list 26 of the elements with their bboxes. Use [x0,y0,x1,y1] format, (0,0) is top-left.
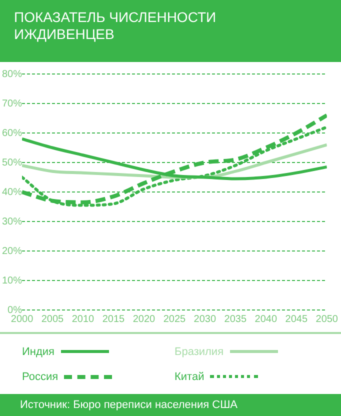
y-tick-label: 30% [2,216,22,228]
x-tick-label: 2040 [254,314,278,325]
y-tick-label: 70% [2,98,22,110]
legend-label: Китай [174,370,204,382]
x-tick-label: 2015 [102,314,126,325]
y-tick-label: 40% [2,186,22,198]
x-tick-label: 2045 [285,314,308,325]
x-tick-label: 2010 [72,314,95,325]
y-tick-label: 10% [2,275,22,286]
y-tick-label: 60% [2,128,22,139]
x-tick-label: 2020 [132,314,156,325]
y-tick-label: 20% [2,246,22,257]
x-tick-label: 2050 [316,314,338,325]
x-tick-label: 2025 [163,314,186,325]
x-tick-label: 2030 [194,314,216,325]
x-tick-label: 2005 [41,314,64,325]
legend-label: Россия [22,370,58,382]
legend-label: Бразилия [174,346,224,358]
y-tick-label: 0% [8,304,22,316]
y-tick-label: 80% [2,68,22,80]
text: Источник: Бюро переписи населения США [0,394,341,416]
x-tick-label: 2035 [224,314,247,325]
legend-label: Индия [22,346,55,358]
y-tick-label: 50% [2,157,22,168]
x-tick-label: 2000 [10,314,34,325]
chart-title: ПОКАЗАТЕЛЬ ЧИСЛЕННОСТИ ИЖДИВЕНЦЕВ [0,0,341,62]
